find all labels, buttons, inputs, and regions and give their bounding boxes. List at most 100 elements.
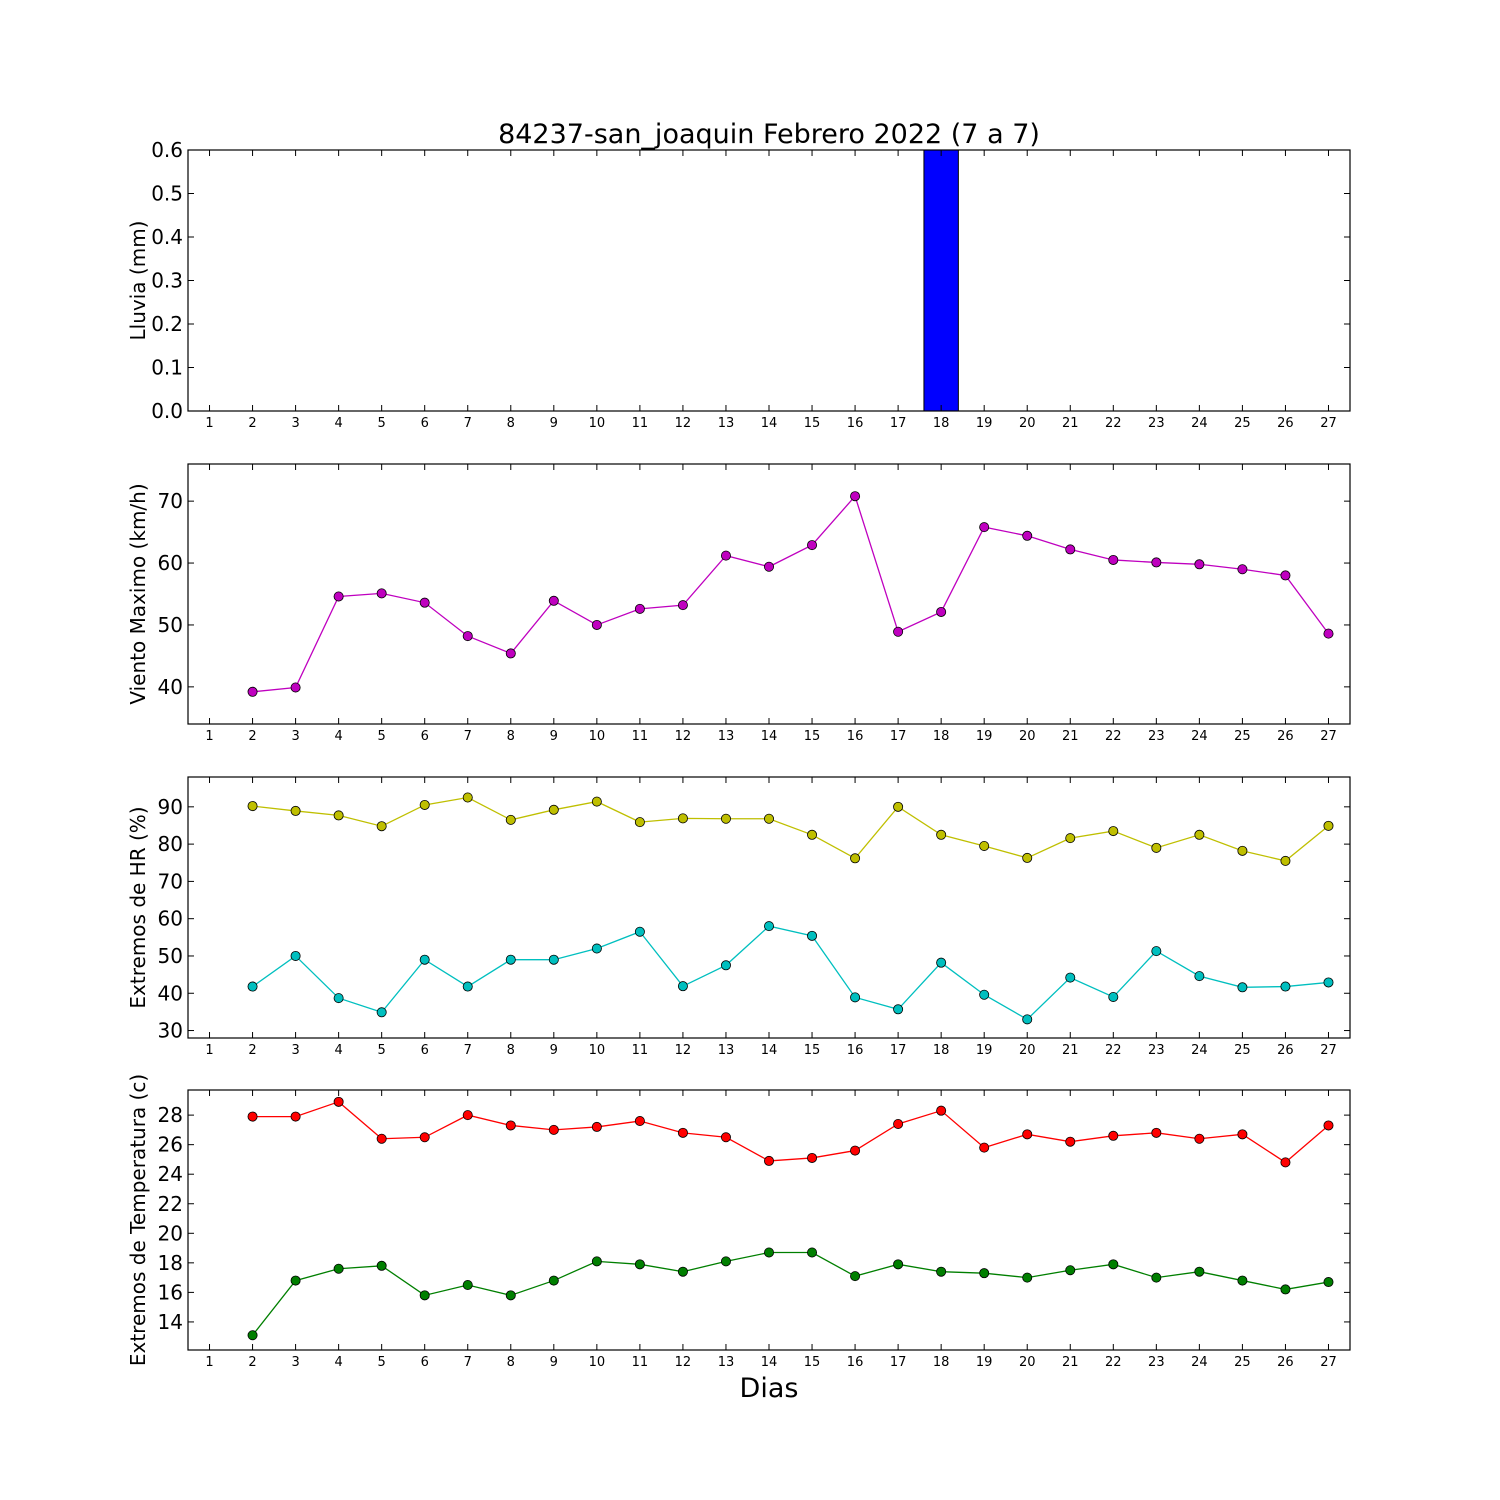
y-tick-label: 50 (158, 613, 183, 637)
point-hr-1-day-13 (720, 960, 731, 971)
point-hr-1-day-17 (893, 1004, 904, 1015)
x-tick-label: 19 (976, 729, 993, 744)
y-tick-label: 0.4 (151, 225, 183, 249)
x-tick-label: 17 (890, 416, 907, 431)
x-tick-label: 4 (334, 1043, 342, 1058)
y-tick-label: 90 (158, 795, 183, 819)
point-hr-1-day-21 (1065, 972, 1076, 983)
point-temperatura-0-day-13 (720, 1132, 731, 1143)
x-tick-label: 20 (1019, 1043, 1036, 1058)
point-hr-1-day-14 (764, 921, 775, 932)
y-tick-label: 0.1 (151, 356, 183, 380)
x-tick-label: 22 (1105, 1355, 1122, 1370)
point-temperatura-1-day-21 (1065, 1265, 1076, 1276)
point-viento-0-day-16 (850, 491, 861, 502)
x-tick-label: 9 (550, 1043, 558, 1058)
x-tick-label: 21 (1062, 1043, 1079, 1058)
x-tick-label: 20 (1019, 729, 1036, 744)
x-tick-label: 8 (507, 1043, 515, 1058)
y-tick-label: 24 (158, 1162, 183, 1186)
point-viento-0-day-26 (1280, 570, 1291, 581)
point-hr-0-day-20 (1022, 852, 1033, 863)
x-tick-label: 19 (976, 1355, 993, 1370)
point-temperatura-0-day-8 (505, 1120, 516, 1131)
x-tick-label: 15 (804, 416, 821, 431)
x-tick-label: 5 (378, 729, 386, 744)
point-hr-0-day-8 (505, 814, 516, 825)
point-hr-1-day-7 (462, 981, 473, 992)
point-temperatura-0-day-23 (1151, 1127, 1162, 1138)
point-temperatura-1-day-18 (936, 1266, 947, 1277)
x-tick-label: 26 (1277, 1355, 1294, 1370)
point-hr-0-day-2 (247, 801, 258, 812)
point-viento-0-day-4 (333, 591, 344, 602)
y-tick-label: 60 (158, 551, 183, 575)
point-hr-1-day-16 (850, 992, 861, 1003)
point-viento-0-day-11 (634, 603, 645, 614)
bar-day-18 (923, 150, 959, 411)
point-hr-0-day-9 (548, 804, 559, 815)
point-temperatura-1-day-4 (333, 1263, 344, 1274)
point-temperatura-1-day-25 (1237, 1275, 1248, 1286)
y-tick-label: 30 (158, 1019, 183, 1043)
point-temperatura-1-day-6 (419, 1290, 430, 1301)
point-temperatura-0-day-27 (1323, 1120, 1334, 1131)
point-hr-0-day-17 (893, 801, 904, 812)
x-tick-label: 25 (1234, 416, 1251, 431)
x-tick-label: 27 (1320, 416, 1337, 431)
x-tick-label: 7 (464, 416, 472, 431)
point-hr-1-day-10 (591, 943, 602, 954)
y-tick-label: 26 (158, 1133, 183, 1157)
point-temperatura-0-day-22 (1108, 1130, 1119, 1141)
point-temperatura-0-day-10 (591, 1121, 602, 1132)
point-hr-0-day-23 (1151, 842, 1162, 853)
series-line-hr-0 (252, 796, 1329, 862)
point-viento-0-day-18 (936, 606, 947, 617)
point-hr-0-day-19 (979, 840, 990, 851)
point-hr-1-day-9 (548, 954, 559, 965)
point-temperatura-1-day-13 (720, 1256, 731, 1267)
point-viento-0-day-25 (1237, 564, 1248, 575)
point-hr-0-day-6 (419, 799, 430, 810)
x-axis-label: Dias (740, 1373, 799, 1404)
y-tick-label: 16 (158, 1280, 183, 1304)
x-tick-label: 16 (847, 416, 864, 431)
x-tick-label: 8 (507, 416, 515, 431)
x-tick-label: 13 (718, 416, 735, 431)
point-temperatura-0-day-4 (333, 1096, 344, 1107)
point-hr-0-day-14 (764, 813, 775, 824)
point-temperatura-1-day-22 (1108, 1259, 1119, 1270)
x-tick-label: 18 (933, 416, 950, 431)
point-temperatura-1-day-23 (1151, 1272, 1162, 1283)
plot-area-temperatura (247, 1096, 1334, 1341)
point-hr-1-day-12 (677, 981, 688, 992)
point-temperatura-1-day-7 (462, 1280, 473, 1291)
point-hr-0-day-5 (376, 821, 387, 832)
y-tick-label: 28 (158, 1103, 183, 1127)
point-temperatura-0-day-3 (290, 1111, 301, 1122)
point-viento-0-day-13 (720, 550, 731, 561)
x-tick-label: 1 (205, 1355, 213, 1370)
point-temperatura-0-day-6 (419, 1132, 430, 1143)
point-viento-0-day-9 (548, 595, 559, 606)
x-tick-label: 11 (632, 416, 649, 431)
point-viento-0-day-15 (807, 540, 818, 551)
x-tick-label: 18 (933, 1043, 950, 1058)
point-temperatura-0-day-15 (807, 1152, 818, 1163)
x-tick-label: 14 (761, 416, 778, 431)
point-hr-1-day-27 (1323, 977, 1334, 988)
point-temperatura-1-day-15 (807, 1247, 818, 1258)
point-viento-0-day-12 (677, 600, 688, 611)
x-tick-label: 10 (589, 1043, 606, 1058)
point-viento-0-day-23 (1151, 557, 1162, 568)
series-line-hr-1 (252, 925, 1329, 1021)
x-tick-label: 13 (718, 1355, 735, 1370)
point-hr-1-day-26 (1280, 981, 1291, 992)
x-tick-label: 5 (378, 416, 386, 431)
point-hr-0-day-27 (1323, 820, 1334, 831)
y-axis-label-lluvia: Lluvia (mm) (126, 221, 150, 341)
x-tick-label: 10 (589, 729, 606, 744)
y-tick-label: 0.2 (151, 312, 183, 336)
x-tick-label: 24 (1191, 416, 1208, 431)
